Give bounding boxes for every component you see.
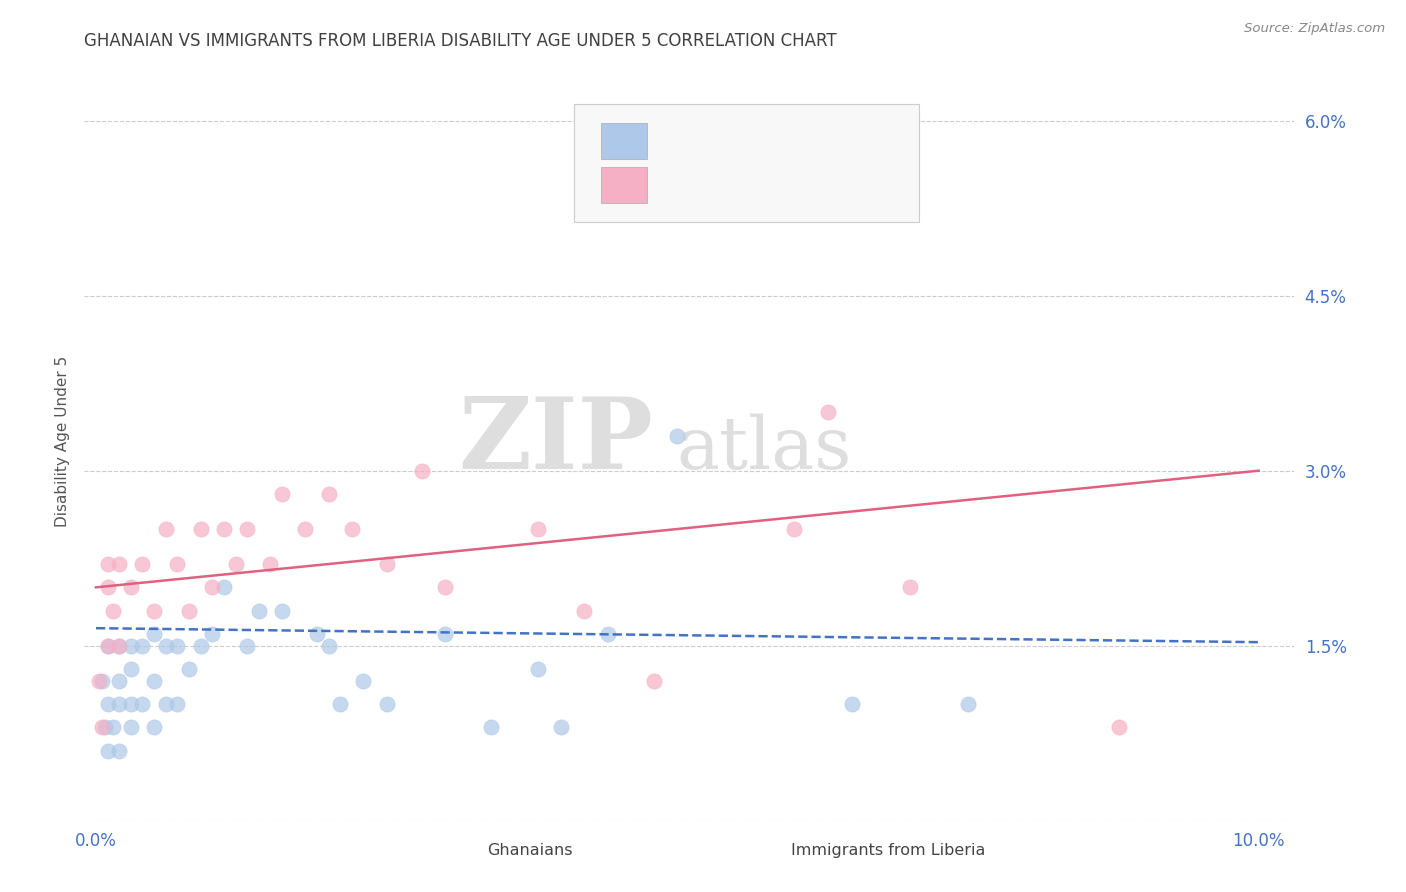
Point xyxy=(666,428,689,442)
Point xyxy=(97,557,120,571)
Point xyxy=(120,580,142,594)
Point xyxy=(97,744,120,758)
Point xyxy=(898,580,921,594)
Point xyxy=(166,697,188,711)
Point xyxy=(375,557,398,571)
Point xyxy=(956,697,979,711)
Point xyxy=(574,604,596,618)
Point xyxy=(131,639,153,653)
Point xyxy=(411,464,433,478)
Text: 34: 34 xyxy=(841,178,862,193)
Point xyxy=(155,522,177,536)
Point xyxy=(329,697,352,711)
Point xyxy=(225,557,247,571)
Text: -0.017: -0.017 xyxy=(707,134,765,149)
Point xyxy=(527,662,550,676)
Point xyxy=(177,604,200,618)
Text: N =: N = xyxy=(797,134,834,149)
Text: Ghanaians: Ghanaians xyxy=(486,844,572,858)
Point xyxy=(841,697,863,711)
Point xyxy=(294,522,316,536)
Bar xyxy=(600,123,647,160)
Point xyxy=(90,673,112,688)
Point xyxy=(120,662,142,676)
Text: Source: ZipAtlas.com: Source: ZipAtlas.com xyxy=(1244,22,1385,36)
Point xyxy=(131,557,153,571)
Point xyxy=(108,673,131,688)
Point xyxy=(120,720,142,734)
Point xyxy=(550,720,572,734)
Point xyxy=(817,405,839,419)
Point xyxy=(375,697,398,711)
Point xyxy=(131,697,153,711)
Point xyxy=(259,557,281,571)
Point xyxy=(108,639,131,653)
Point xyxy=(97,580,120,594)
Point xyxy=(340,522,363,536)
Point xyxy=(201,580,224,594)
Point xyxy=(247,604,270,618)
Point xyxy=(143,720,166,734)
Point xyxy=(782,522,804,536)
Point xyxy=(97,639,120,653)
Bar xyxy=(441,839,478,863)
Point xyxy=(89,673,111,688)
Point xyxy=(166,557,188,571)
Point xyxy=(1108,720,1130,734)
Text: Immigrants from Liberia: Immigrants from Liberia xyxy=(790,844,984,858)
Point xyxy=(318,639,340,653)
Point xyxy=(108,744,131,758)
Point xyxy=(305,627,328,641)
Text: GHANAIAN VS IMMIGRANTS FROM LIBERIA DISABILITY AGE UNDER 5 CORRELATION CHART: GHANAIAN VS IMMIGRANTS FROM LIBERIA DISA… xyxy=(84,32,837,50)
Point xyxy=(212,522,235,536)
Point xyxy=(143,673,166,688)
Point xyxy=(97,697,120,711)
Point xyxy=(94,720,117,734)
Point xyxy=(108,557,131,571)
Point xyxy=(190,522,212,536)
Text: N =: N = xyxy=(797,178,834,193)
Point xyxy=(479,720,502,734)
Point xyxy=(318,487,340,501)
Point xyxy=(643,673,665,688)
Point xyxy=(166,639,188,653)
Point xyxy=(352,673,374,688)
Bar xyxy=(600,167,647,203)
Point xyxy=(103,720,125,734)
Text: R =: R = xyxy=(661,134,696,149)
Point xyxy=(433,627,456,641)
Point xyxy=(236,522,259,536)
Point xyxy=(212,580,235,594)
Point xyxy=(190,639,212,653)
Point xyxy=(143,627,166,641)
Point xyxy=(103,604,125,618)
Point xyxy=(155,697,177,711)
Text: ZIP: ZIP xyxy=(458,393,652,490)
Point xyxy=(155,639,177,653)
Point xyxy=(120,639,142,653)
Point xyxy=(108,639,131,653)
Y-axis label: Disability Age Under 5: Disability Age Under 5 xyxy=(55,356,70,527)
FancyBboxPatch shape xyxy=(574,104,918,221)
Point xyxy=(143,604,166,618)
Point xyxy=(271,604,294,618)
Point xyxy=(177,662,200,676)
Point xyxy=(97,639,120,653)
Point xyxy=(433,580,456,594)
Point xyxy=(527,522,550,536)
Point xyxy=(596,627,619,641)
Text: 0.179: 0.179 xyxy=(707,178,758,193)
Text: 43: 43 xyxy=(841,134,862,149)
Bar xyxy=(744,839,780,863)
Point xyxy=(108,697,131,711)
Point xyxy=(201,627,224,641)
Point xyxy=(236,639,259,653)
Text: atlas: atlas xyxy=(676,414,852,484)
Point xyxy=(120,697,142,711)
Point xyxy=(90,720,112,734)
Text: R =: R = xyxy=(661,178,696,193)
Point xyxy=(271,487,294,501)
